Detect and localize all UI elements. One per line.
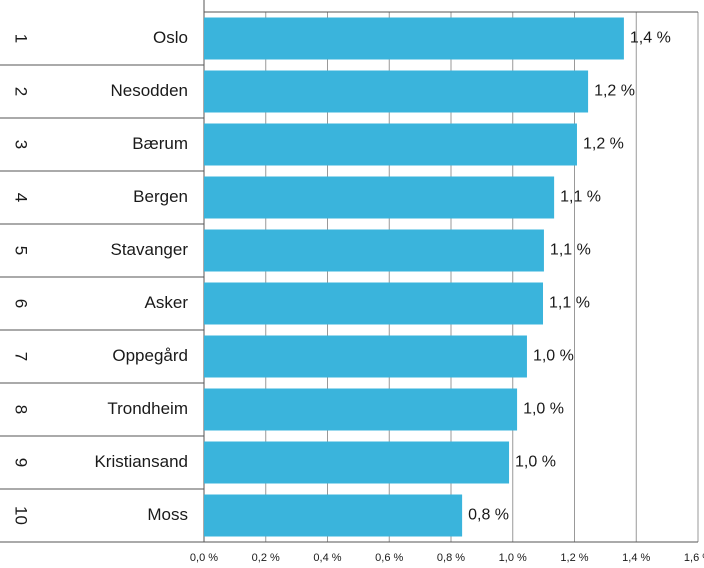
value-label: 1,0 % <box>533 348 574 365</box>
x-tick-label: 0,0 % <box>190 552 218 564</box>
rank: 8 <box>12 405 31 414</box>
bar <box>204 335 527 378</box>
category-label: Oslo <box>153 28 188 47</box>
category-label: Stavanger <box>111 240 189 259</box>
bar <box>204 123 577 166</box>
x-tick-label: 1,6 % <box>684 552 704 564</box>
x-tick-label: 0,8 % <box>437 552 465 564</box>
x-tick-label: 0,6 % <box>375 552 403 564</box>
bar <box>204 282 544 325</box>
bar <box>204 494 463 537</box>
category-label: Kristiansand <box>94 452 188 471</box>
x-tick-label: 0,4 % <box>313 552 341 564</box>
bar <box>204 176 555 219</box>
category-label: Bærum <box>132 134 188 153</box>
category-label: Nesodden <box>110 81 188 100</box>
bar <box>204 229 544 272</box>
value-label: 1,4 % <box>630 30 671 47</box>
rank: 6 <box>12 299 31 308</box>
bar <box>204 17 624 60</box>
bar <box>204 388 518 431</box>
category-label: Oppegård <box>112 346 188 365</box>
value-label: 1,0 % <box>515 454 556 471</box>
category-label: Trondheim <box>107 399 188 418</box>
value-label: 1,2 % <box>594 83 635 100</box>
x-tick-label: 0,2 % <box>252 552 280 564</box>
x-tick-label: 1,2 % <box>560 552 588 564</box>
rank: 1 <box>12 34 31 43</box>
category-label: Bergen <box>133 187 188 206</box>
value-label: 1,1 % <box>550 242 591 259</box>
rank: 10 <box>12 506 31 525</box>
bar <box>204 441 510 484</box>
category-label: Asker <box>145 293 189 312</box>
value-label: 0,8 % <box>468 507 509 524</box>
x-tick-label: 1,4 % <box>622 552 650 564</box>
category-label: Moss <box>147 505 188 524</box>
value-label: 1,2 % <box>583 136 624 153</box>
x-tick-label: 1,0 % <box>499 552 527 564</box>
rank: 5 <box>12 246 31 255</box>
rank: 2 <box>12 87 31 96</box>
value-label: 1,1 % <box>560 189 601 206</box>
rank: 9 <box>12 458 31 467</box>
bar <box>204 70 589 113</box>
rank: 7 <box>12 352 31 361</box>
rank: 3 <box>12 140 31 149</box>
rank: 4 <box>12 193 31 202</box>
value-label: 1,0 % <box>523 401 564 418</box>
value-label: 1,1 % <box>549 295 590 312</box>
